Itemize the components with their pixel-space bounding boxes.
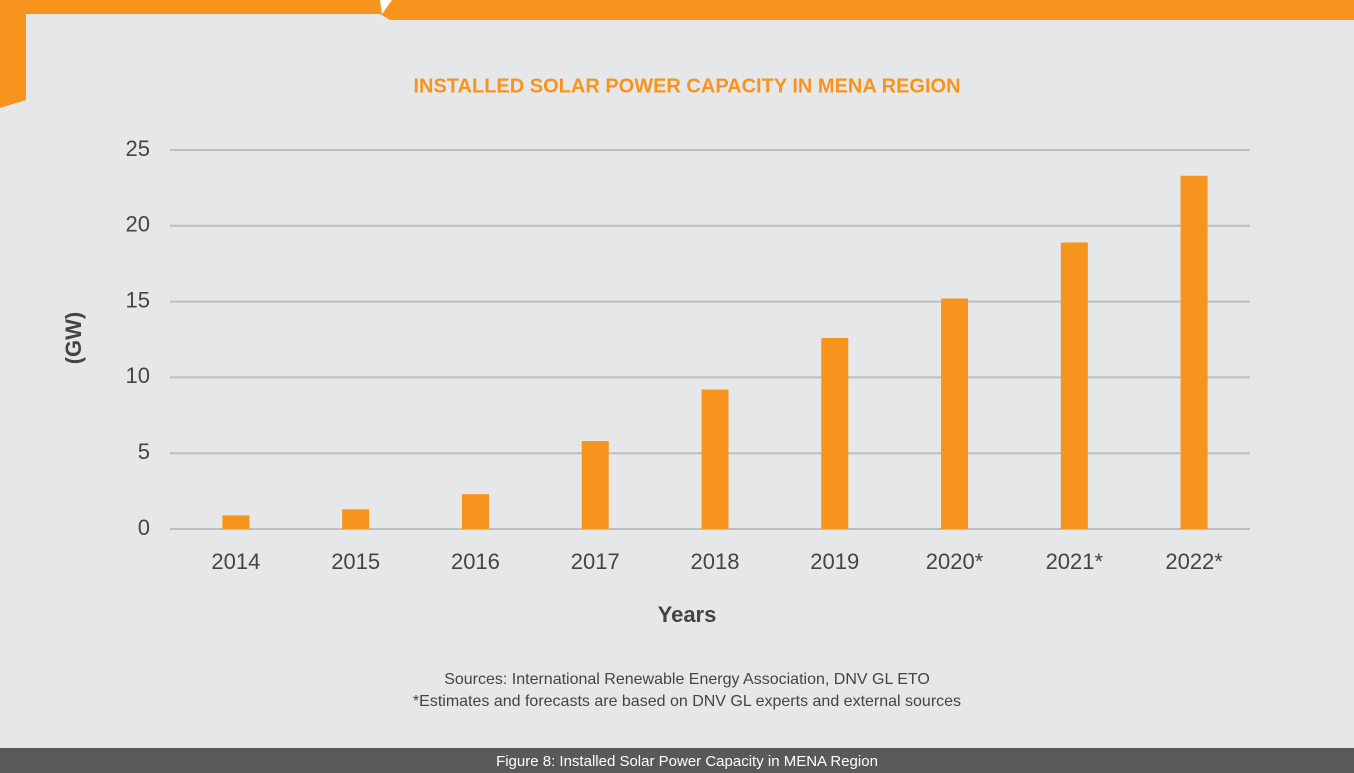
bar <box>461 494 489 529</box>
bar <box>581 441 609 529</box>
bar <box>941 298 969 529</box>
caption: Figure 8: Installed Solar Power Capacity… <box>496 753 878 770</box>
chart-title: INSTALLED SOLAR POWER CAPACITY IN MENA R… <box>413 75 960 97</box>
x-tick-label: 2020* <box>926 549 984 574</box>
y-tick-label: 0 <box>138 515 150 540</box>
x-axis-label: Years <box>658 602 717 627</box>
caption-bar <box>0 748 1354 773</box>
x-tick-label: 2014 <box>211 549 260 574</box>
x-tick-label: 2015 <box>331 549 380 574</box>
x-tick-label: 2021* <box>1046 549 1104 574</box>
x-tick-label: 2022* <box>1165 549 1223 574</box>
x-tick-label: 2016 <box>451 549 500 574</box>
bar <box>1180 175 1208 529</box>
top-notch <box>380 0 392 14</box>
bar <box>821 337 849 529</box>
bar <box>1060 242 1088 529</box>
bar <box>701 389 729 529</box>
y-tick-label: 25 <box>126 136 150 161</box>
x-tick-label: 2018 <box>691 549 740 574</box>
source-line: *Estimates and forecasts are based on DN… <box>413 693 961 710</box>
x-tick-label: 2017 <box>571 549 620 574</box>
top-decoration <box>0 0 1354 108</box>
bar <box>222 515 250 529</box>
bar <box>342 509 370 529</box>
y-tick-label: 15 <box>126 287 150 312</box>
source-line: Sources: International Renewable Energy … <box>444 671 930 688</box>
y-tick-label: 10 <box>126 363 150 388</box>
x-tick-label: 2019 <box>810 549 859 574</box>
y-axis-label: (GW) <box>61 312 86 365</box>
y-tick-label: 5 <box>138 439 150 464</box>
y-tick-label: 20 <box>126 212 150 237</box>
